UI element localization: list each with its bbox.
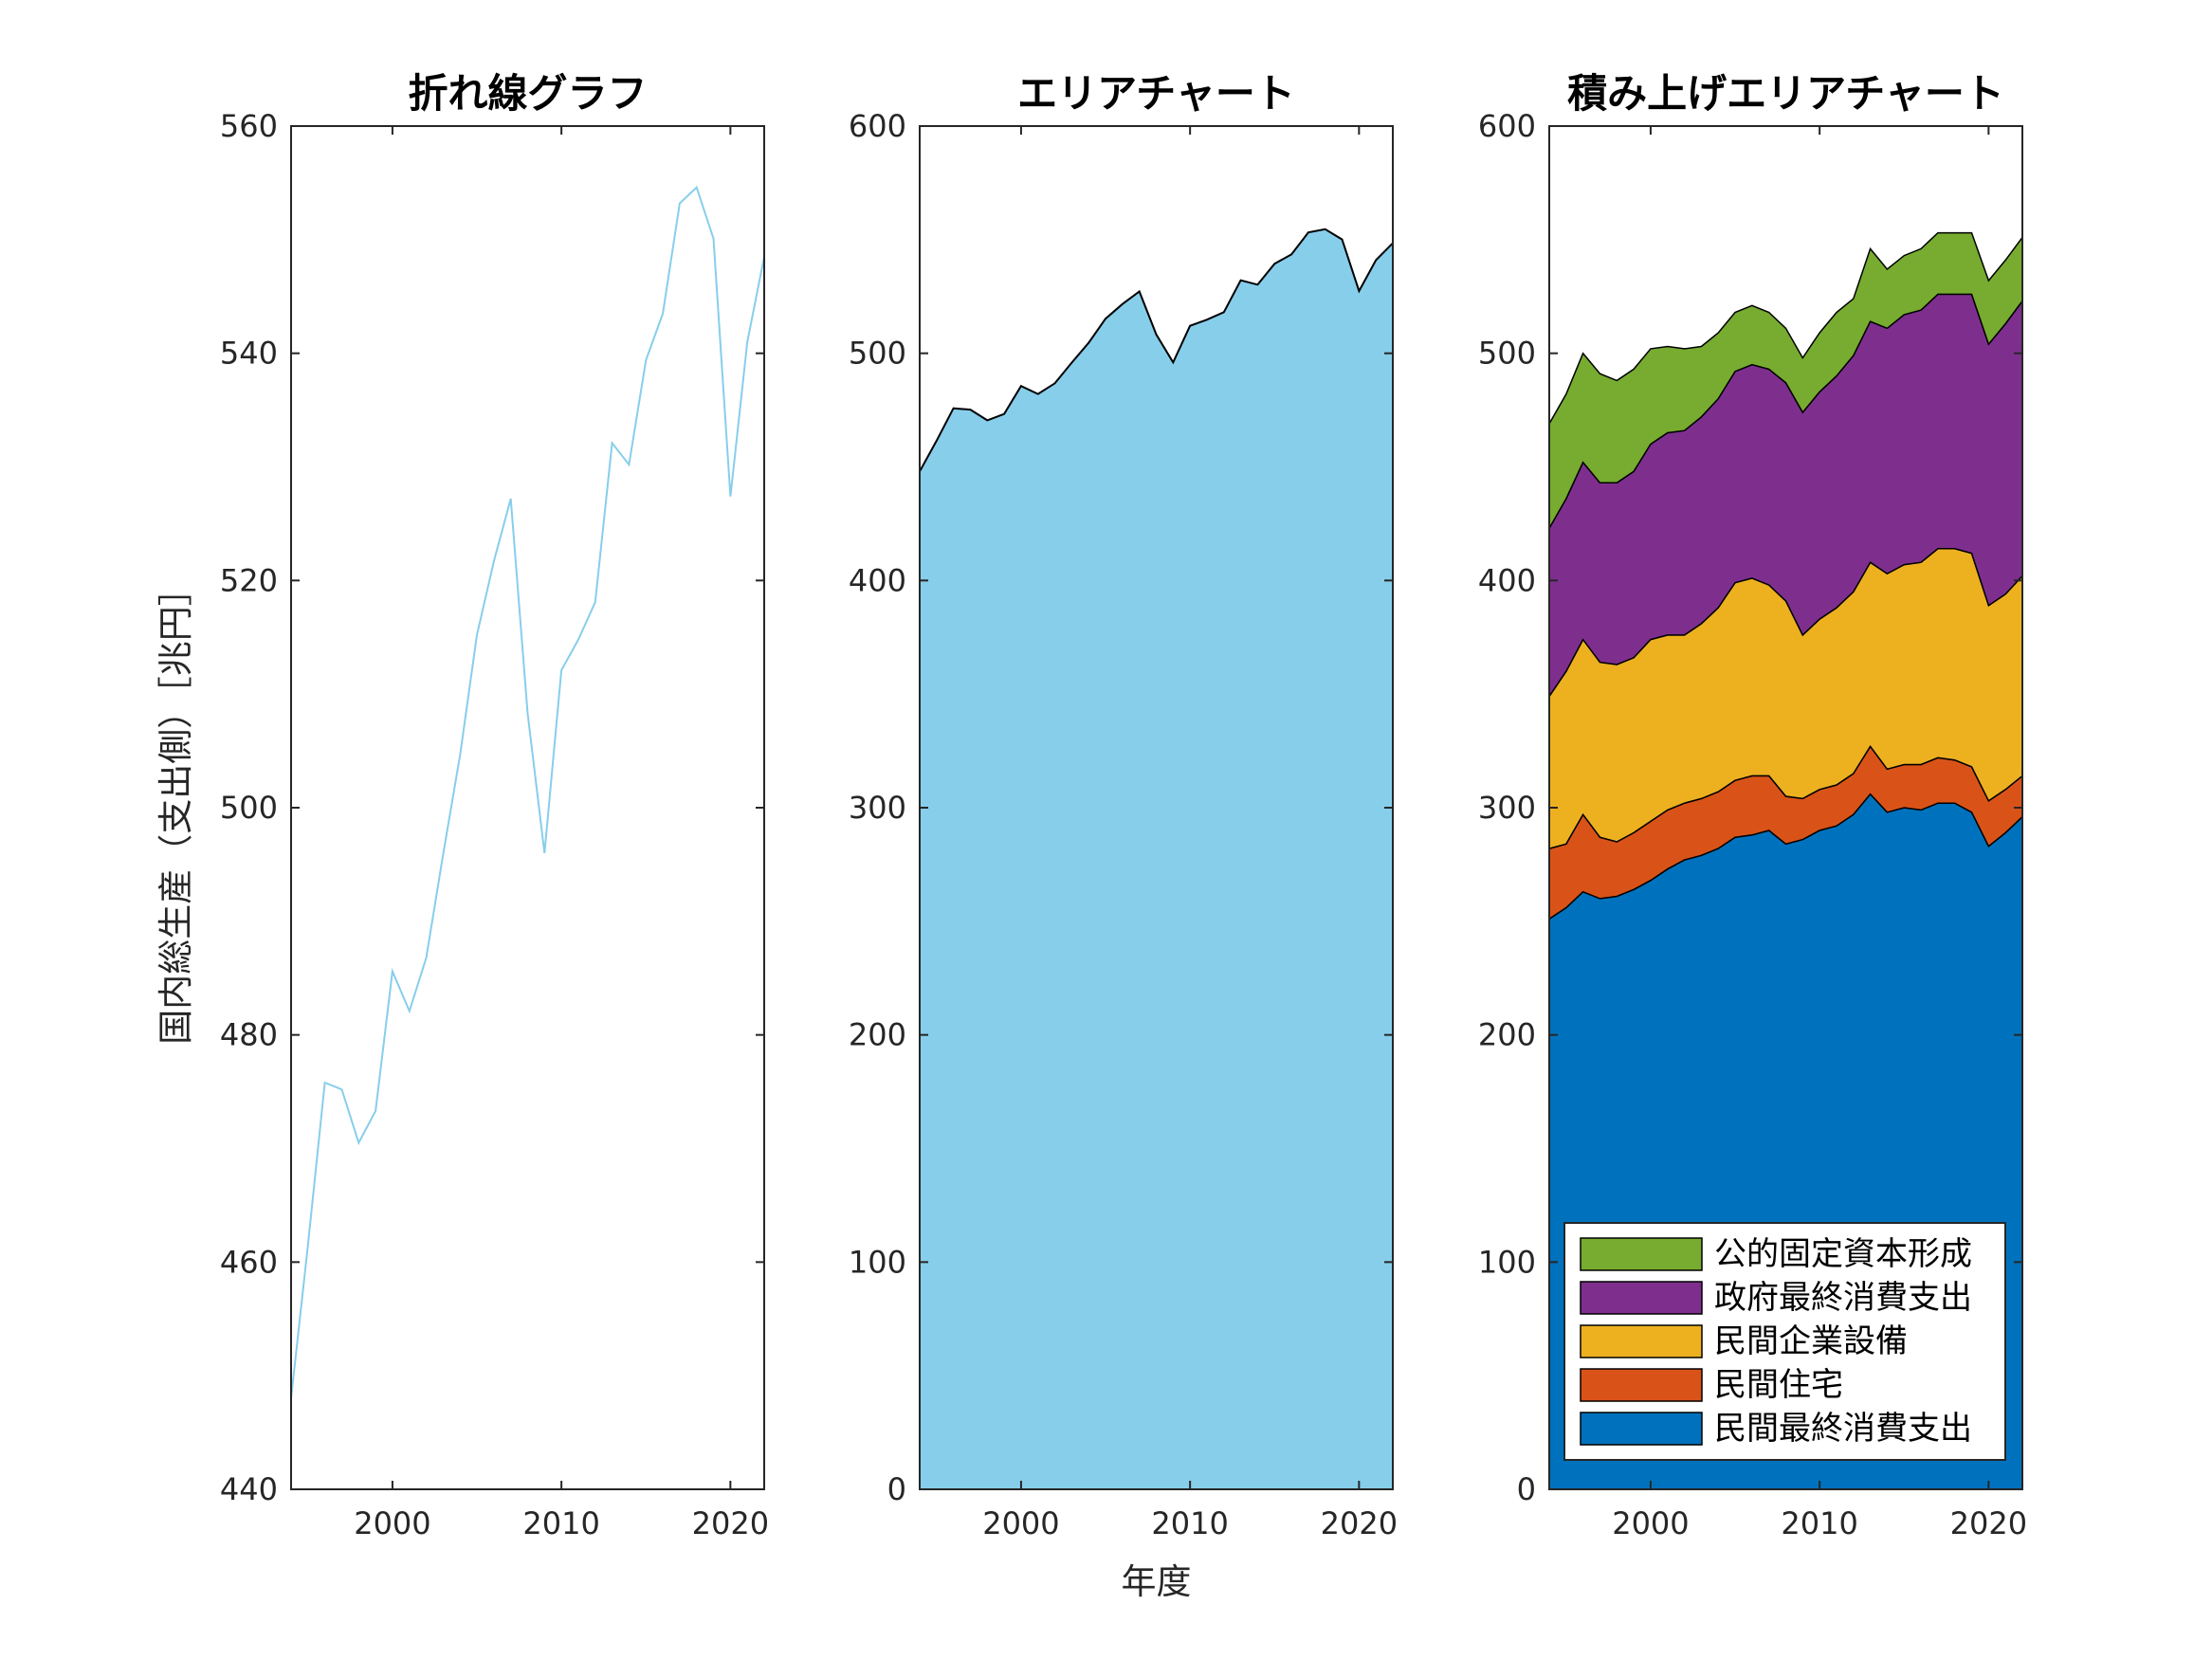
x-tick-label: 2020 bbox=[692, 1505, 769, 1541]
line-chart-plot-area: 440 460 480 500 520 540 560 2000 2010 2020 bbox=[220, 108, 769, 1541]
x-tick-label: 2020 bbox=[1321, 1505, 1398, 1541]
y-tick-label: 200 bbox=[1478, 1017, 1536, 1053]
area-chart-x-axis-label: 年度 bbox=[1122, 1561, 1192, 1602]
y-tick-label: 560 bbox=[220, 108, 278, 144]
legend-item: 政府最終消費支出 bbox=[1580, 1279, 1972, 1317]
y-tick-label: 480 bbox=[220, 1017, 278, 1053]
y-tick-label: 400 bbox=[849, 562, 906, 598]
x-tick-label: 2010 bbox=[522, 1505, 599, 1541]
y-tick-label: 400 bbox=[1478, 562, 1536, 598]
legend-item: 民間最終消費支出 bbox=[1580, 1410, 1972, 1448]
line-chart-title: 折れ線グラフ bbox=[408, 70, 647, 117]
y-tick-label: 100 bbox=[849, 1244, 906, 1280]
legend-swatch bbox=[1580, 1281, 1703, 1315]
line-chart-panel: 440 460 480 500 520 540 560 2000 2010 2020 折れ線グラフ… bbox=[155, 70, 769, 1541]
y-tick-label: 500 bbox=[849, 336, 906, 372]
y-tick-label: 0 bbox=[1517, 1471, 1536, 1507]
y-tick-label: 500 bbox=[220, 790, 278, 826]
series-line bbox=[290, 185, 765, 1399]
y-tick-label: 300 bbox=[849, 790, 906, 826]
y-tick-label: 460 bbox=[220, 1244, 278, 1280]
y-tick-label: 520 bbox=[220, 562, 278, 598]
chart-legend: 公的固定資本形成 政府最終消費支出 民間企業設備 民間住宅 民間最終消費支出 bbox=[1563, 1222, 2006, 1461]
x-tick-label: 2000 bbox=[1612, 1505, 1689, 1541]
y-tick-label: 540 bbox=[220, 336, 278, 372]
legend-swatch bbox=[1580, 1368, 1703, 1402]
y-tick-label: 600 bbox=[1478, 108, 1536, 144]
legend-label: 民間住宅 bbox=[1714, 1366, 1843, 1404]
y-tick-label: 200 bbox=[849, 1017, 906, 1053]
area-chart-title: エリアチャート bbox=[1017, 70, 1295, 117]
y-tick-label: 440 bbox=[220, 1471, 278, 1507]
legend-item: 公的固定資本形成 bbox=[1580, 1235, 1972, 1273]
stacked-area-chart-panel: 0 100 200 300 400 500 600 2000 2010 2020 積み上げエリアチ… bbox=[1478, 70, 2027, 1541]
legend-swatch bbox=[1580, 1324, 1703, 1358]
x-tick-label: 2020 bbox=[1950, 1505, 2027, 1541]
legend-item: 民間住宅 bbox=[1580, 1366, 1843, 1404]
area-fill bbox=[920, 228, 1393, 1489]
x-tick-label: 2010 bbox=[1151, 1505, 1228, 1541]
legend-label: 民間最終消費支出 bbox=[1714, 1410, 1972, 1448]
x-tick-label: 2000 bbox=[982, 1505, 1059, 1541]
legend-item: 民間企業設備 bbox=[1580, 1322, 1908, 1360]
area-chart-plot-area: 0 100 200 300 400 500 600 2000 2010 2020 bbox=[849, 108, 1398, 1541]
area-outline bbox=[919, 228, 1394, 472]
legend-swatch bbox=[1580, 1412, 1703, 1446]
y-tick-label: 300 bbox=[1478, 790, 1536, 826]
legend-label: 公的固定資本形成 bbox=[1714, 1235, 1972, 1273]
x-tick-label: 2000 bbox=[354, 1505, 430, 1541]
y-tick-label: 0 bbox=[887, 1471, 906, 1507]
legend-label: 政府最終消費支出 bbox=[1714, 1279, 1972, 1317]
y-tick-label: 100 bbox=[1478, 1244, 1536, 1280]
legend-label: 民間企業設備 bbox=[1714, 1322, 1908, 1360]
stacked-area-chart-title: 積み上げエリアチャート bbox=[1567, 70, 2004, 117]
y-tick-label: 600 bbox=[849, 108, 906, 144]
legend-swatch bbox=[1580, 1237, 1703, 1271]
x-tick-label: 2010 bbox=[1781, 1505, 1857, 1541]
y-tick-label: 500 bbox=[1478, 336, 1536, 372]
line-chart-y-axis-label: 国内総生産（支出側）［兆円］ bbox=[155, 571, 196, 1045]
